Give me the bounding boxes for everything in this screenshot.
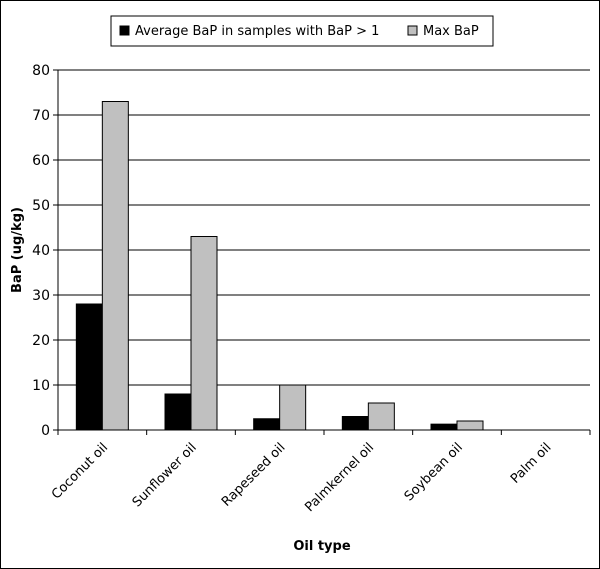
legend-label-max: Max BaP bbox=[423, 24, 479, 39]
bar-average bbox=[164, 393, 192, 431]
y-tick-label: 80 bbox=[32, 63, 50, 79]
x-tick-label: Palmkernel oil bbox=[302, 440, 377, 515]
y-tick-label: 0 bbox=[41, 423, 50, 439]
bar-max bbox=[190, 236, 218, 431]
bar-average bbox=[75, 303, 103, 431]
legend-swatch-average bbox=[119, 25, 130, 36]
bar-average bbox=[253, 418, 281, 431]
x-tick-label: Rapeseed oil bbox=[219, 440, 289, 510]
legend-label-average: Average BaP in samples with BaP > 1 bbox=[135, 24, 379, 39]
y-tick-label: 70 bbox=[32, 108, 50, 124]
x-tick-label: Sunflower oil bbox=[130, 440, 200, 510]
x-tick-label: Soybean oil bbox=[402, 440, 466, 504]
y-tick-labels: 0 10 20 30 40 50 60 70 80 bbox=[32, 63, 58, 439]
x-tick-label: Palm oil bbox=[508, 440, 555, 487]
gridlines bbox=[58, 69, 590, 386]
bar-average bbox=[341, 416, 369, 431]
bars bbox=[75, 101, 484, 431]
bar-max bbox=[456, 420, 484, 431]
bar-max bbox=[279, 384, 307, 431]
legend-box bbox=[110, 15, 494, 47]
bar-average bbox=[430, 423, 458, 431]
x-axis-title: Oil type bbox=[293, 539, 350, 554]
legend: Average BaP in samples with BaP > 1 Max … bbox=[110, 15, 494, 47]
x-tick-label: Coconut oil bbox=[49, 440, 111, 502]
y-tick-label: 30 bbox=[32, 288, 50, 304]
y-tick-label: 20 bbox=[32, 333, 50, 349]
bar-max bbox=[367, 402, 395, 431]
y-tick-label: 60 bbox=[32, 153, 50, 169]
y-tick-label: 10 bbox=[32, 378, 50, 394]
y-tick-label: 40 bbox=[32, 243, 50, 259]
y-tick-label: 50 bbox=[32, 198, 50, 214]
y-axis-title: BaP (ug/kg) bbox=[10, 207, 25, 293]
legend-swatch-max bbox=[407, 25, 418, 36]
bar-max bbox=[101, 101, 129, 431]
x-tick-labels: Coconut oil Sunflower oil Rapeseed oil Palm… bbox=[49, 430, 591, 515]
